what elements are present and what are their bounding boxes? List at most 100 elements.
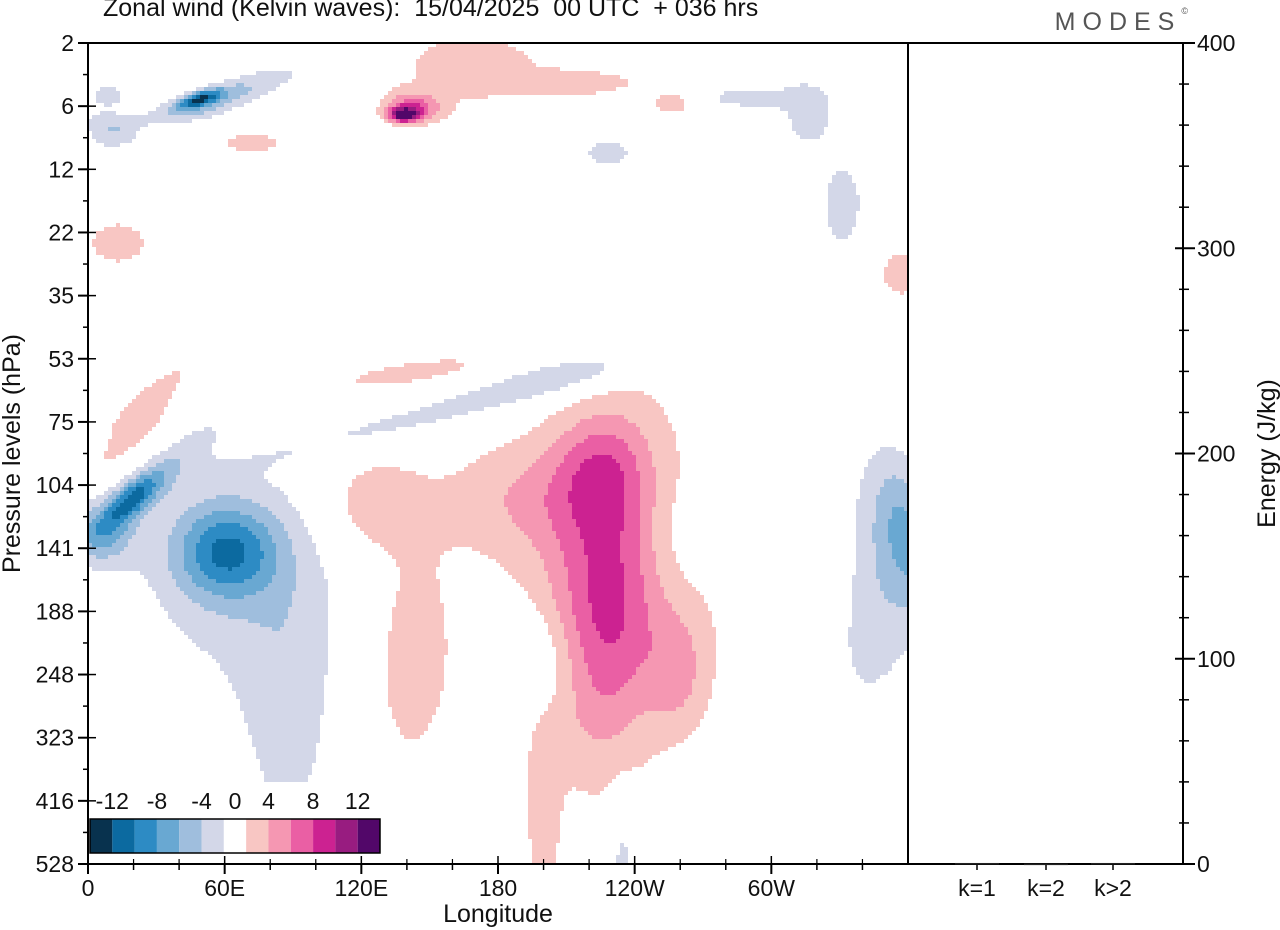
heatmap-cell [104,255,132,259]
heatmap-cell [860,487,880,491]
heatmap-cell [380,543,532,547]
heatmap-cell [624,475,640,479]
heatmap-cell [252,87,276,91]
heatmap-cell [560,463,580,467]
heatmap-cell [548,491,568,495]
heatmap-cell [228,143,276,147]
heatmap-cell [224,103,244,107]
heatmap-cell [648,619,680,623]
heatmap-cell [192,639,328,643]
heatmap-cell [396,107,404,111]
heatmap-cell [852,655,900,659]
heatmap-cell [156,595,188,599]
heatmap-cell [624,583,644,587]
heatmap-cell [588,555,620,559]
heatmap-cell [96,523,120,527]
heatmap-cell [596,687,620,691]
heatmap-cell [228,675,324,679]
heatmap-cell [252,515,276,519]
heatmap-cell [488,451,544,455]
heatmap-cell [400,575,436,579]
heatmap-cell [108,503,112,507]
heatmap-cell [392,707,436,711]
heatmap-cell [396,599,440,603]
heatmap-cell [892,543,908,547]
heatmap-cell [640,427,672,431]
heatmap-cell [528,827,560,831]
heatmap-cell [436,111,452,115]
colorbar-segment [156,819,180,853]
heatmap-cell [192,95,196,99]
heatmap-cell [656,487,676,491]
heatmap-cell [564,623,576,627]
heatmap-cell [596,159,620,163]
heatmap-cell [544,615,560,619]
heatmap-cell [892,255,908,259]
heatmap-cell [572,667,588,671]
heatmap-cell [252,575,272,579]
heatmap-cell [88,551,120,555]
heatmap-cell [400,587,440,591]
heatmap-cell [228,567,232,571]
heatmap-cell [680,615,712,619]
heatmap-cell [172,483,272,487]
heatmap-cell [136,467,148,471]
heatmap-cell [556,663,572,667]
heatmap-cell [620,547,640,551]
heatmap-cell [572,663,588,667]
heatmap-cell [168,547,184,551]
heatmap-cell [128,515,136,519]
heatmap-cell [144,487,152,491]
heatmap-cell [296,567,324,571]
heatmap-cell [848,643,908,647]
heatmap-cell [248,527,268,531]
heatmap-cell [628,443,648,447]
heatmap-cell [204,111,224,115]
heatmap-cell [640,563,656,567]
heatmap-cell [888,523,908,527]
heatmap-cell [864,475,892,479]
heatmap-cell [656,555,676,559]
heatmap-cell [424,99,436,103]
heatmap-cell [152,479,164,483]
heatmap-cell [116,507,132,511]
heatmap-cell [152,499,160,503]
heatmap-cell [624,579,644,583]
heatmap-cell [848,631,908,635]
heatmap-cell [476,459,536,463]
heatmap-cell [216,107,232,111]
heatmap-cell [412,79,628,83]
heatmap-cell [852,659,896,663]
heatmap-cell [648,651,696,655]
heatmap-cell [208,95,216,99]
heatmap-cell [884,267,908,271]
heatmap-cell [392,627,444,631]
heatmap-cell [160,487,172,491]
heatmap-cell [116,483,124,487]
heatmap-cell [588,575,624,579]
heatmap-cell [256,591,292,595]
heatmap-cell [576,471,624,475]
heatmap-cell [128,539,168,543]
heatmap-cell [512,483,548,487]
heatmap-cell [144,515,180,519]
heatmap-cell [392,615,444,619]
heatmap-cell [164,483,172,487]
heatmap-cell [592,603,624,607]
heatmap-cell [660,95,680,99]
heatmap-cell [588,571,624,575]
heatmap-cell [656,471,680,475]
heatmap-cell [176,519,196,523]
heatmap-cell [640,471,656,475]
heatmap-cell [692,647,716,651]
heatmap-cell [436,99,460,103]
heatmap-cell [240,539,260,543]
heatmap-cell [416,63,536,67]
heatmap-cell [88,559,168,563]
heatmap-cell [568,643,580,647]
heatmap-cell [592,615,624,619]
heatmap-cell [172,575,192,579]
heatmap-cell [504,443,552,447]
heatmap-cell [200,91,220,95]
heatmap-cell [124,499,140,503]
